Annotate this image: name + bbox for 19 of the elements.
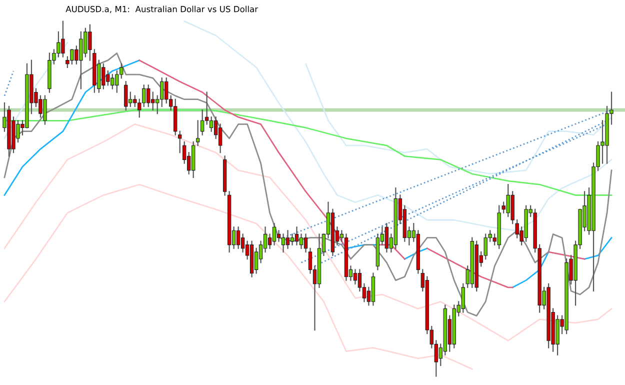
candlestick [200,109,204,136]
candlestick [286,230,290,249]
candlestick [240,234,245,252]
candlestick [299,234,304,249]
candlestick [353,269,358,284]
candlestick [272,222,276,246]
candlestick [384,222,389,252]
candlestick [254,248,258,274]
candlestick [178,130,182,154]
candlestick [281,234,286,252]
candlestick [236,226,240,249]
candlestick [209,116,214,132]
candlestick [294,226,299,246]
chart-title: AUDUSD.a, M1: Australian Dollar vs US Dollar [66,6,258,14]
candlestick [290,234,294,246]
candlestick [304,234,308,252]
candlestick [196,120,200,146]
candlestick [218,124,222,154]
candlestick [276,230,281,242]
